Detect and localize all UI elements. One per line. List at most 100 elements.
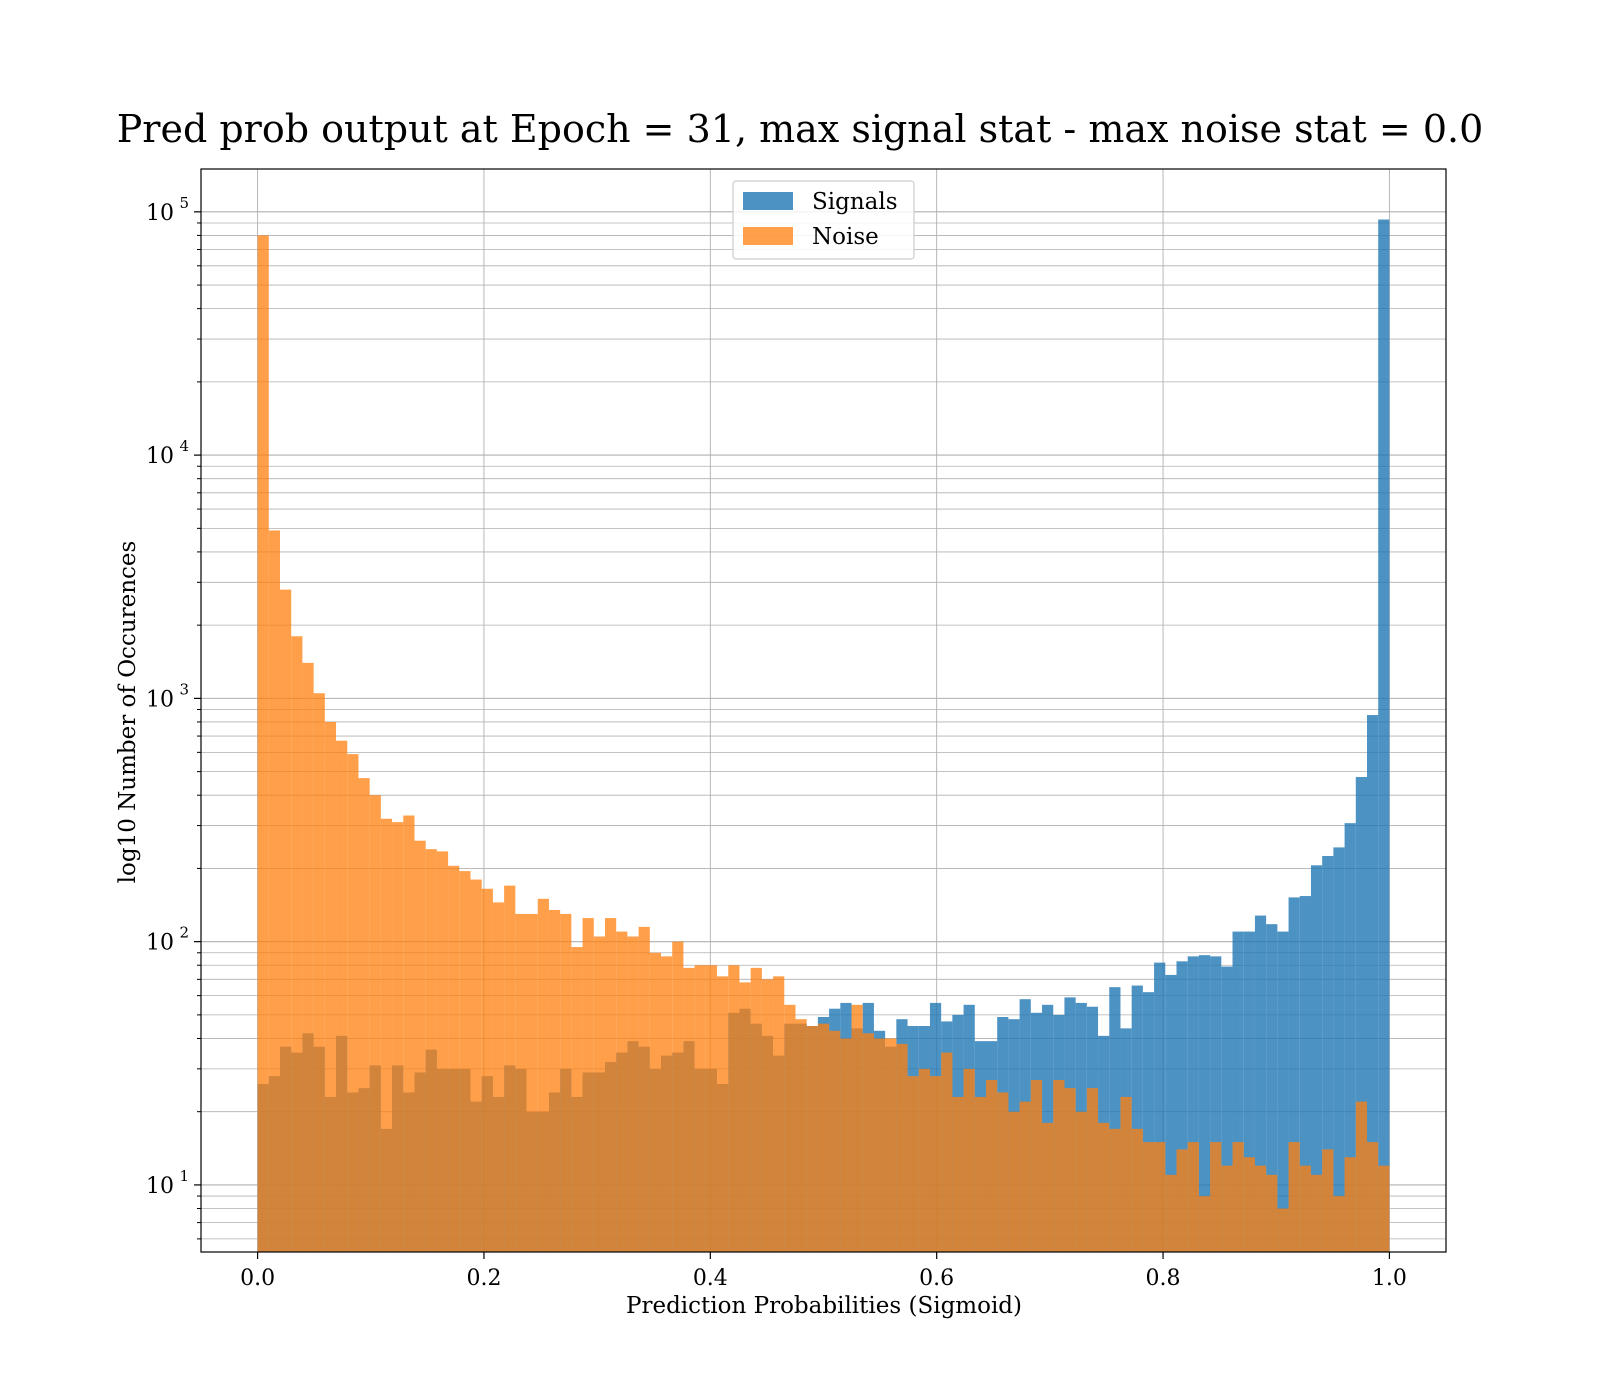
bar-noise-25	[537, 898, 549, 1252]
bar-noise-93	[1299, 1165, 1311, 1252]
bar-noise-29	[582, 918, 594, 1252]
bar-signals-93	[1299, 896, 1311, 1252]
bar-noise-76	[1109, 1128, 1121, 1252]
bar-signals-96	[1333, 847, 1345, 1252]
bar-noise-27	[560, 913, 572, 1252]
bar-noise-26	[548, 909, 561, 1252]
x-tick-label-0: 0.0	[240, 1266, 275, 1291]
bar-noise-34	[638, 926, 650, 1252]
bar-noise-4	[302, 662, 314, 1252]
bar-noise-16	[436, 851, 449, 1252]
y-tick-exponent-1: 2	[179, 924, 189, 942]
bar-signals-95	[1322, 855, 1334, 1252]
bar-noise-88	[1243, 1157, 1255, 1252]
bar-noise-15	[425, 849, 437, 1252]
bar-noise-38	[683, 967, 695, 1252]
bar-noise-73	[1075, 1111, 1087, 1252]
bar-noise-33	[627, 936, 639, 1252]
x-tick-label-5: 1.0	[1372, 1266, 1407, 1291]
x-tick-label-1: 0.2	[466, 1266, 501, 1291]
bar-noise-80	[1154, 1142, 1166, 1252]
bar-noise-69	[1030, 1079, 1043, 1252]
bar-noise-61	[941, 1052, 953, 1252]
bar-noise-23	[515, 913, 527, 1252]
bar-signals-85	[1210, 956, 1222, 1252]
bar-noise-21	[492, 902, 505, 1252]
bar-noise-59	[918, 1068, 930, 1252]
x-axis-label: Prediction Probabilities (Sigmoid)	[626, 1293, 1022, 1319]
bar-noise-50	[817, 1023, 830, 1252]
y-axis-label: log10 Number of Occurences	[115, 541, 141, 884]
bar-noise-62	[952, 1096, 964, 1252]
y-tick-exponent-2: 3	[179, 680, 189, 698]
bar-noise-98	[1355, 1101, 1367, 1252]
bar-noise-1	[268, 530, 281, 1252]
bar-noise-35	[649, 952, 662, 1252]
bar-noise-12	[392, 822, 404, 1252]
bar-noise-18	[459, 871, 471, 1252]
bar-noise-57	[896, 1043, 908, 1252]
bar-noise-10	[369, 795, 381, 1252]
bar-signals-86	[1221, 966, 1233, 1252]
legend: Signals Noise	[732, 180, 915, 260]
bar-noise-96	[1333, 1196, 1345, 1252]
bar-noise-52	[840, 1038, 852, 1252]
bar-signals-98	[1355, 777, 1367, 1252]
bar-noise-32	[616, 931, 628, 1252]
bar-noise-55	[873, 1038, 886, 1252]
bar-noise-75	[1098, 1122, 1110, 1252]
x-axis-ticks: 0.0 0.2 0.4 0.6 0.8 1.0	[240, 1252, 1407, 1291]
bar-noise-51	[829, 1030, 841, 1252]
bar-noise-48	[795, 1019, 807, 1252]
bar-signals-88	[1243, 931, 1255, 1252]
bar-noise-7	[336, 740, 348, 1252]
plot-frame	[200, 168, 1447, 1253]
bar-noise-67	[1008, 1111, 1020, 1252]
bar-noise-36	[661, 956, 673, 1252]
bar-noise-92	[1288, 1142, 1300, 1252]
bar-noise-5	[313, 693, 325, 1252]
bar-noise-42	[728, 965, 740, 1252]
bar-signals-76	[1109, 987, 1121, 1252]
bar-signals-97	[1344, 823, 1356, 1252]
bar-noise-28	[571, 947, 583, 1252]
bar-noise-2	[280, 589, 292, 1252]
bar-noise-91	[1277, 1208, 1289, 1252]
bar-noise-30	[593, 936, 605, 1252]
bar-noise-94	[1310, 1174, 1323, 1252]
bar-noise-53	[851, 1004, 863, 1252]
bar-noise-24	[526, 913, 538, 1252]
bar-signals-92	[1288, 897, 1300, 1252]
bar-noise-31	[604, 918, 617, 1252]
bar-noise-77	[1120, 1096, 1132, 1252]
legend-swatch-signals	[743, 192, 793, 210]
bar-noise-9	[358, 778, 370, 1252]
bar-noise-45	[761, 979, 774, 1252]
bar-noise-99	[1366, 1142, 1379, 1252]
series-noise	[257, 235, 1390, 1252]
bar-signals-89	[1254, 915, 1267, 1252]
bar-noise-41	[717, 976, 729, 1252]
bar-noise-43	[739, 982, 751, 1252]
bar-noise-84	[1198, 1196, 1211, 1252]
legend-label-signals: Signals	[812, 189, 898, 215]
bar-noise-60	[929, 1076, 942, 1252]
bar-noise-56	[885, 1038, 897, 1252]
bar-noise-3	[291, 636, 303, 1252]
bar-noise-81	[1165, 1174, 1177, 1252]
bar-noise-17	[448, 865, 460, 1252]
bar-noise-86	[1221, 1165, 1233, 1252]
bar-signals-94	[1310, 865, 1323, 1252]
chart-title: Pred prob output at Epoch = 31, max sign…	[117, 107, 1484, 151]
bar-signals-80	[1154, 962, 1166, 1252]
bar-noise-8	[347, 754, 359, 1252]
bar-noise-70	[1042, 1122, 1054, 1252]
histogram-bars	[257, 219, 1390, 1253]
bar-signals-82	[1176, 961, 1188, 1252]
bar-noise-74	[1086, 1088, 1099, 1252]
x-tick-label-4: 0.8	[1146, 1266, 1181, 1291]
bar-noise-11	[380, 818, 393, 1252]
bar-signals-78	[1131, 985, 1143, 1252]
bar-noise-19	[470, 879, 482, 1252]
bar-noise-65	[985, 1079, 998, 1252]
